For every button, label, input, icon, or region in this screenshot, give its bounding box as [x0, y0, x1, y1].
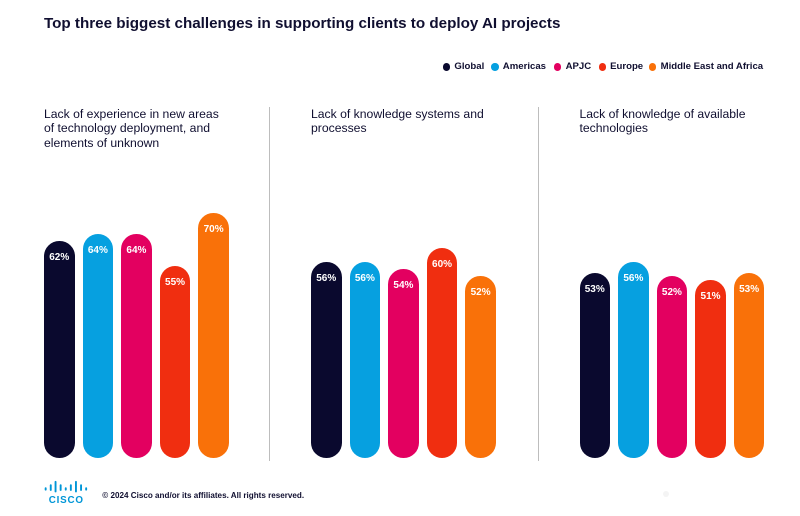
svg-text:CISCO: CISCO: [49, 495, 84, 506]
